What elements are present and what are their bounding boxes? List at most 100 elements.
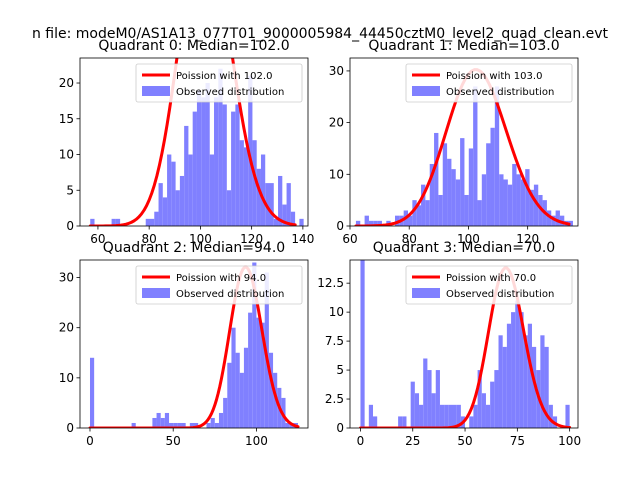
histogram-bar [439,404,445,428]
histogram-bar [218,412,224,428]
histogram-bar [502,346,507,428]
histogram-bar [368,404,374,428]
x-tick-label: 100 [189,232,212,246]
histogram-bar [111,218,116,226]
histogram-bar [531,346,537,428]
histogram-bar [239,372,244,428]
histogram-bar [435,370,440,428]
y-tick-label: 5 [66,183,74,197]
histogram-bar [164,412,170,428]
histogram-bar [243,147,249,226]
histogram-bar [115,218,121,226]
y-tick-label: 20 [59,321,74,335]
histogram-bar [273,372,278,428]
histogram-bar [442,143,448,226]
histogram-bar [171,161,176,226]
histogram-bar [162,197,168,226]
x-tick-label: 60 [90,232,105,246]
histogram-bar [192,111,197,226]
y-tick-label: 2.5 [325,392,344,406]
histogram-bar [503,179,508,226]
histogram-bar [485,404,491,428]
x-tick-label: 60 [342,232,357,246]
histogram-bar [473,404,478,428]
legend: Poission with 102.0 Observed distribution [135,63,303,103]
legend-box [405,265,573,305]
y-tick-label: 20 [59,76,74,90]
x-tick-label: 0 [86,434,94,448]
histogram-bar [181,422,186,428]
x-tick-label: 120 [240,232,263,246]
histogram-bar [282,204,287,226]
histogram-bar [551,215,556,226]
x-tick-label: 25 [405,434,420,448]
histogram-bar [299,218,304,226]
histogram-bar [184,125,189,226]
quadrant-3-chart: 0 25 50 75 100 0 2.5 5 7.5 10 12.5 Quadrant 3: Medi… [317,240,581,448]
histogram-bar [520,179,526,226]
histogram-bar [179,175,185,226]
histogram-bar [416,205,422,226]
histogram-bar [223,397,228,428]
histogram-bar [239,140,244,226]
histogram-bar [468,148,474,226]
histogram-bar [167,154,172,226]
histogram-bar [368,220,374,226]
histogram-bar [256,317,261,428]
x-tick-label: 80 [402,232,417,246]
histogram-bar [481,174,487,226]
histogram-bar [525,169,530,226]
y-tick-label: 0 [336,219,344,233]
histogram-bar [490,381,495,428]
y-tick-label: 30 [329,64,344,78]
legend-label-poisson: Poission with 94.0 [176,273,266,284]
x-tick-label: 50 [457,434,472,448]
histogram-bar [285,422,290,428]
histogram-bar [548,404,553,428]
histogram-bar [196,90,202,226]
quadrant-3-plot-area [358,260,572,428]
quadrant-2-chart: 0 50 100 0 10 20 30 Quadrant 2: Median=94.0 Pois… [59,240,309,448]
x-tick-label: 100 [245,434,268,448]
x-tick-label: 140 [291,232,314,246]
histogram-bar [149,218,155,226]
histogram-bar [188,154,193,226]
histogram-bar [494,370,499,428]
histogram-bar [248,312,253,428]
histogram-bar [512,163,517,226]
legend-hist-swatch [142,86,170,96]
histogram-bar [243,347,249,428]
histogram-bar [412,200,417,226]
histogram-bar [377,220,382,226]
histogram-bar [252,140,257,226]
x-tick-label: 120 [516,232,539,246]
legend-box [405,63,573,103]
histogram-bar [473,86,478,226]
quadrant-3-title: Quadrant 3: Median=70.0 [373,240,555,256]
x-tick-label: 80 [142,232,157,246]
histogram-bar [252,262,257,428]
histogram-bar [559,215,565,226]
histogram-bar [429,163,435,226]
histogram-bar [360,260,365,428]
y-tick-label: 10 [59,148,74,162]
histogram-bar [523,335,528,428]
histogram-bar [214,422,219,428]
x-tick-label: 100 [457,232,480,246]
legend: Poission with 94.0 Observed distribution [135,265,303,305]
histogram-bar [452,404,457,428]
histogram-bar [218,68,223,226]
histogram-bar [434,132,439,226]
histogram-bar [235,352,240,428]
figure-suptitle: n file: modeM0/AS1A13_077T01_9000005984_… [32,26,609,42]
y-tick-label: 15 [59,112,74,126]
legend-label-observed: Observed distribution [176,289,284,300]
histogram-bar [511,312,516,428]
axes-frame [349,57,579,227]
y-tick-label: 0 [336,421,344,435]
histogram-bar [278,175,283,226]
histogram-bar [227,362,232,428]
histogram-bar [540,335,545,428]
x-tick-label: 100 [558,434,581,448]
histogram-bar [226,190,232,226]
